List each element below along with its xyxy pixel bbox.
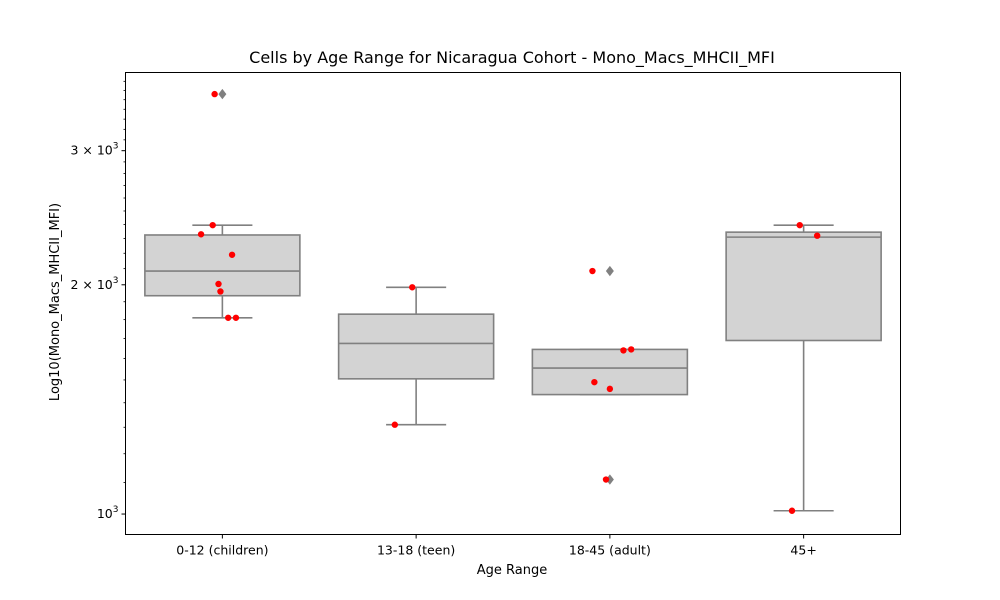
points-layer bbox=[197, 90, 821, 514]
data-point bbox=[813, 232, 821, 239]
data-point bbox=[627, 346, 635, 353]
boxes-layer bbox=[144, 88, 882, 512]
data-point bbox=[224, 314, 232, 321]
data-point bbox=[589, 267, 596, 275]
box-iqr bbox=[725, 231, 882, 342]
x-axis-label: Age Range bbox=[477, 563, 547, 578]
data-point bbox=[409, 284, 416, 291]
box-iqr bbox=[144, 234, 301, 297]
box-iqr bbox=[337, 313, 495, 380]
data-point bbox=[232, 314, 240, 321]
data-point bbox=[788, 507, 796, 514]
outlier-marker bbox=[605, 265, 614, 277]
chart-title: Cells by Age Range for Nicaragua Cohort … bbox=[249, 48, 775, 68]
data-point bbox=[602, 476, 610, 483]
box-group-2 bbox=[337, 286, 495, 426]
x-tick-label: 0-12 (children) bbox=[176, 543, 268, 558]
data-point bbox=[209, 221, 216, 229]
box-group-4 bbox=[725, 224, 882, 512]
x-tick-label: 45+ bbox=[790, 543, 816, 558]
x-tick-label: 18-45 (adult) bbox=[569, 543, 651, 558]
outlier-marker bbox=[218, 88, 227, 100]
y-tick-label: 2 × 103 bbox=[70, 276, 118, 292]
box-group-1 bbox=[144, 88, 301, 319]
plot-frame bbox=[125, 72, 901, 535]
data-point bbox=[211, 90, 218, 98]
data-point bbox=[228, 251, 236, 258]
y-tick-label: 3 × 103 bbox=[70, 142, 118, 158]
data-point bbox=[215, 280, 222, 288]
data-point bbox=[217, 288, 224, 295]
y-axis-label: Log10(Mono_Macs_MHCII_MFI) bbox=[48, 203, 63, 401]
axes-layer: 0-12 (children) 13-18 (teen) 18-45 (adult)… bbox=[70, 80, 817, 558]
data-point bbox=[606, 385, 614, 393]
outlier-marker bbox=[605, 474, 614, 485]
data-point bbox=[391, 421, 399, 428]
y-tick-label: 103 bbox=[97, 505, 119, 521]
box-group-3 bbox=[531, 265, 689, 485]
data-point bbox=[796, 221, 803, 229]
data-point bbox=[197, 231, 205, 238]
data-point bbox=[591, 378, 598, 386]
x-tick-label: 13-18 (teen) bbox=[377, 543, 455, 558]
data-point bbox=[620, 347, 627, 354]
